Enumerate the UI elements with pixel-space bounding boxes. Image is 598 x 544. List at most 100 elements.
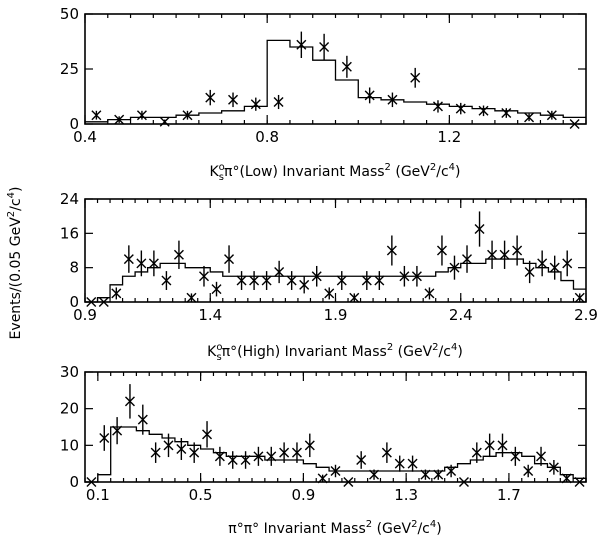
data-point [478, 105, 489, 117]
data-point [136, 110, 147, 121]
data-point [296, 31, 307, 58]
panel-3-xlabel-close: ) [436, 521, 441, 537]
data-point [176, 438, 187, 460]
data-point [455, 102, 466, 115]
y-tick-label: 24 [60, 190, 79, 208]
data-point [86, 477, 97, 487]
x-tick-label: 1.4 [198, 306, 222, 324]
data-point [114, 114, 125, 125]
x-tick-label: 2.4 [449, 306, 473, 324]
data-point [330, 464, 341, 478]
data-point [86, 297, 97, 307]
x-tick-label: 0.4 [73, 128, 97, 146]
panel-1-xlabel-unit2: /c [436, 164, 448, 180]
data-point [546, 110, 557, 121]
data-point [549, 255, 560, 280]
data-point [198, 265, 209, 287]
data-point [381, 442, 392, 463]
panel-1-plot: 0.4 0.8 1.2 0 25 50 [60, 5, 587, 146]
data-point [240, 451, 251, 469]
data-point [561, 473, 572, 484]
data-point [336, 271, 347, 290]
data-point [91, 110, 102, 121]
ylabel-sup1: 2 [6, 211, 17, 217]
ylabel-sup2: 4 [6, 192, 17, 198]
data-point-mark-b [86, 477, 97, 487]
data-point [150, 442, 161, 463]
panel-2-xlabel-unit2: /c [439, 344, 451, 360]
data-point [266, 446, 277, 466]
panel-2-xlabel-sup1: 2 [387, 342, 393, 353]
data-point [436, 235, 447, 266]
data-point [99, 425, 110, 451]
panel-1-xlabel-sup3: 4 [449, 162, 455, 173]
panel-3-xlabel-unit: (GeV [372, 521, 411, 537]
data-point [458, 477, 469, 487]
data-point [274, 260, 285, 284]
y-tick-label: 0 [69, 115, 79, 133]
data-point [474, 211, 485, 247]
data-point [499, 240, 510, 269]
data-point [202, 421, 213, 448]
data-point [123, 245, 134, 273]
data-point [163, 433, 174, 458]
data-point [253, 446, 264, 466]
data-point [562, 250, 573, 277]
panel-3-xlabel-sup1: 2 [366, 519, 372, 530]
y-tick-label: 20 [60, 400, 79, 418]
y-tick-label: 0 [69, 293, 79, 311]
data-point [424, 287, 435, 300]
data-point [236, 271, 247, 290]
panel-2-xlabel-close: ) [457, 344, 462, 360]
data-point [497, 433, 508, 458]
data-point [420, 469, 431, 480]
data-point [569, 119, 580, 129]
panel-2-xlabel-kzero: o [216, 342, 222, 353]
data-point [205, 89, 216, 106]
data-point [189, 442, 200, 463]
x-tick-label: 1.7 [497, 486, 521, 504]
ylabel-main: Events/(0.05 GeV [8, 217, 24, 340]
data-point-mark-b [343, 477, 354, 487]
data-point-mark-b [574, 477, 585, 487]
data-point [524, 112, 535, 123]
data-point [173, 240, 184, 269]
data-point [512, 235, 523, 266]
x-tick-label: 0.8 [255, 128, 279, 146]
data-point [487, 240, 498, 269]
data-point [311, 265, 322, 287]
data-point [537, 250, 548, 277]
y-tick-label: 16 [60, 224, 79, 242]
data-point [227, 451, 238, 469]
panel-1-xlabel-k: K [209, 164, 219, 180]
data-point [98, 297, 109, 307]
panel-2-xlabel-rest: π°(High) Invariant Mass [222, 344, 387, 360]
data-point [356, 451, 367, 469]
panel-2-plot: 0.9 1.4 1.9 2.4 2.9 0 8 16 24 [60, 190, 598, 324]
panel-1-xlabel-ks: s [219, 172, 224, 183]
data-point-mark-b [86, 297, 97, 307]
data-point [471, 442, 482, 463]
data-point [574, 477, 585, 487]
panel-3: 0.1 0.5 0.9 1.3 1.7 0 10 20 30 π°π° Invariant Ma… [60, 363, 587, 537]
fit-curve [85, 426, 587, 483]
data-point [411, 265, 422, 287]
data-point [291, 442, 302, 463]
data-point [369, 469, 380, 480]
panel-2-xlabel-ks: s [216, 352, 221, 363]
data-point [523, 464, 534, 478]
data-point [214, 446, 225, 466]
y-tick-label: 25 [60, 60, 79, 78]
panel-3-xlabel-unit2: /c [417, 521, 429, 537]
x-tick-label: 1.9 [324, 306, 348, 324]
x-tick-label: 2.9 [574, 306, 598, 324]
data-point [317, 473, 328, 484]
data-point [394, 455, 405, 472]
panel-3-xlabel: π°π° Invariant Mass2 (GeV2/c4) [228, 519, 441, 537]
data-point [249, 271, 260, 290]
shared-ylabel: Events/(0.05 GeV2/c4) [6, 187, 24, 340]
panel-1: 0.4 0.8 1.2 0 25 50 Ko sπ°(Low) Invariant Mass… [60, 5, 587, 183]
ylabel-mid: /c [8, 198, 24, 210]
data-point [273, 94, 284, 110]
panel-2-xlabel-sup3: 4 [451, 342, 457, 353]
